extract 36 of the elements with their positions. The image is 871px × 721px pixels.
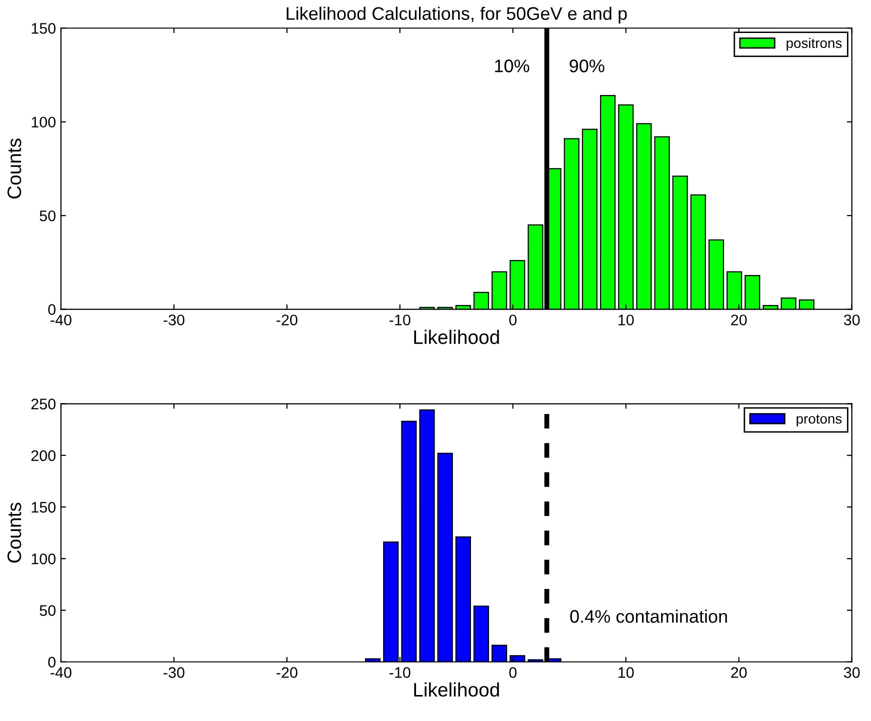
chart-title: Likelihood Calculations, for 50GeV e and p <box>286 6 627 24</box>
y-tick-label: 50 <box>40 210 56 222</box>
legend-label: positrons <box>786 38 842 51</box>
x-tick-label: 30 <box>844 314 860 326</box>
x-tick-label: 20 <box>731 314 747 326</box>
x-tick-label: 0 <box>509 667 517 678</box>
x-tick-label: -30 <box>164 314 184 326</box>
y-tick-label: 250 <box>31 398 56 410</box>
x-tick-label: 0 <box>509 314 517 326</box>
annotation: 90% <box>570 60 604 72</box>
x-tick-label: -40 <box>50 314 72 326</box>
y-tick-label: 200 <box>31 450 56 462</box>
x-axis-title: Likelihood <box>414 330 499 344</box>
annotation: 0.4% contamination <box>570 610 727 623</box>
x-tick-label: -20 <box>276 667 298 678</box>
legend-label: protons <box>796 414 842 426</box>
y-tick-label: 100 <box>32 116 56 128</box>
y-axis-title: Counts <box>7 502 22 563</box>
y-tick-label: 150 <box>32 502 56 513</box>
y-tick-label: 0 <box>48 656 56 668</box>
x-axis-title: Likelihood <box>414 682 499 697</box>
x-tick-label: -10 <box>390 314 410 326</box>
x-tick-label: -30 <box>164 667 184 678</box>
x-tick-label: -10 <box>390 667 410 678</box>
x-tick-label: 30 <box>844 667 860 678</box>
x-tick-label: 10 <box>618 314 634 326</box>
x-tick-label: -40 <box>50 667 72 678</box>
y-tick-label: 50 <box>40 605 56 616</box>
x-tick-label: 20 <box>731 667 747 678</box>
x-tick-label: 10 <box>618 667 634 678</box>
y-tick-label: 150 <box>32 22 56 34</box>
y-axis-title: Counts <box>7 138 22 199</box>
y-tick-label: 100 <box>32 554 56 564</box>
x-tick-label: -20 <box>276 314 298 326</box>
annotation: 10% <box>495 60 530 72</box>
y-tick-label: 0 <box>48 304 56 315</box>
